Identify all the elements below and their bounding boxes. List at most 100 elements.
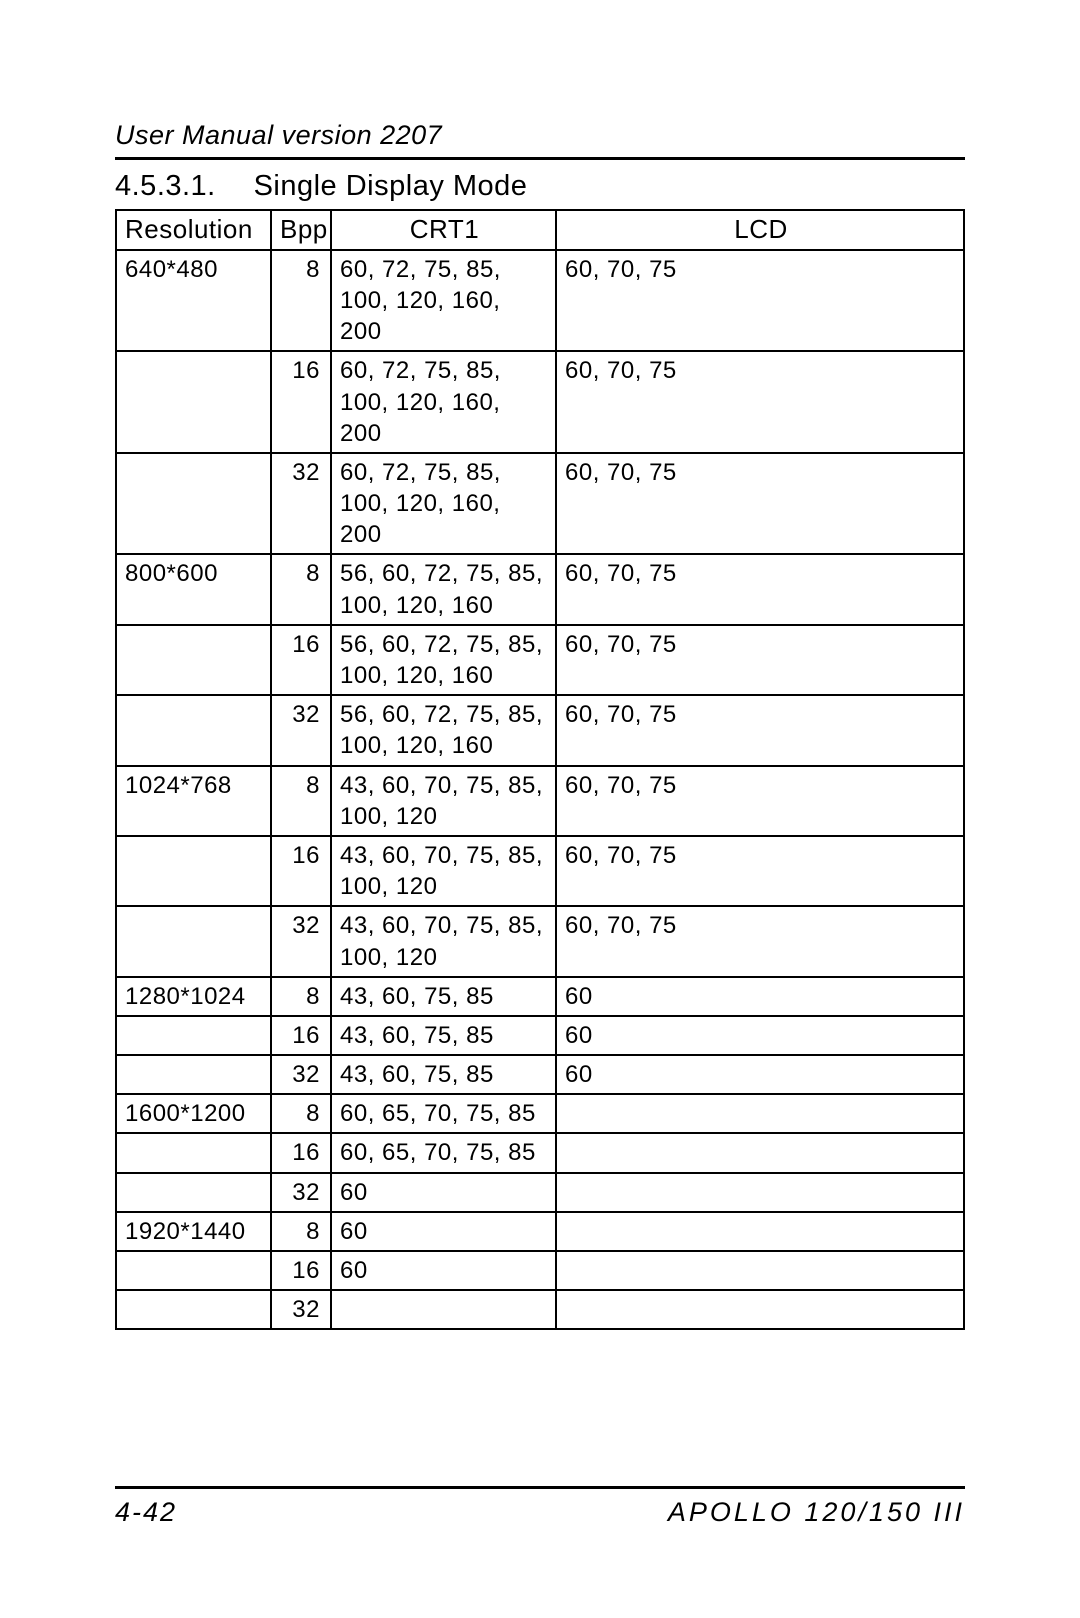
cell-resolution — [116, 625, 271, 695]
cell-bpp: 8 — [271, 250, 331, 352]
cell-lcd — [556, 1133, 964, 1172]
cell-bpp: 32 — [271, 1290, 331, 1329]
cell-lcd: 60, 70, 75 — [556, 906, 964, 976]
table-row: 1280*1024843, 60, 75, 8560 — [116, 977, 964, 1016]
cell-crt1: 60, 72, 75, 85, 100, 120, 160, 200 — [331, 250, 556, 352]
cell-crt1 — [331, 1290, 556, 1329]
cell-resolution — [116, 453, 271, 555]
cell-resolution — [116, 695, 271, 765]
table-row: 32 — [116, 1290, 964, 1329]
section-name: Single Display Mode — [254, 170, 528, 202]
table-row: 1643, 60, 75, 8560 — [116, 1016, 964, 1055]
table-row: 1660, 65, 70, 75, 85 — [116, 1133, 964, 1172]
cell-bpp: 8 — [271, 766, 331, 836]
table-header-row: Resolution Bpp CRT1 LCD — [116, 210, 964, 250]
cell-resolution — [116, 1055, 271, 1094]
table-row: 640*480860, 72, 75, 85, 100, 120, 160, 2… — [116, 250, 964, 352]
cell-resolution: 640*480 — [116, 250, 271, 352]
cell-lcd: 60 — [556, 1016, 964, 1055]
cell-lcd: 60, 70, 75 — [556, 836, 964, 906]
cell-bpp: 8 — [271, 1094, 331, 1133]
cell-lcd: 60 — [556, 1055, 964, 1094]
cell-crt1: 60 — [331, 1212, 556, 1251]
section-number: 4.5.3.1. — [115, 170, 245, 203]
cell-resolution: 1920*1440 — [116, 1212, 271, 1251]
col-lcd: LCD — [556, 210, 964, 250]
page-header: User Manual version 2207 — [115, 120, 965, 160]
cell-resolution — [116, 1133, 271, 1172]
cell-resolution — [116, 1173, 271, 1212]
cell-resolution: 1280*1024 — [116, 977, 271, 1016]
cell-bpp: 16 — [271, 1251, 331, 1290]
cell-crt1: 60, 65, 70, 75, 85 — [331, 1094, 556, 1133]
cell-lcd — [556, 1251, 964, 1290]
cell-resolution — [116, 351, 271, 453]
cell-bpp: 16 — [271, 1016, 331, 1055]
cell-crt1: 60 — [331, 1251, 556, 1290]
cell-lcd — [556, 1173, 964, 1212]
table-row: 1660, 72, 75, 85, 100, 120, 160, 20060, … — [116, 351, 964, 453]
cell-bpp: 32 — [271, 453, 331, 555]
table-row: 3243, 60, 75, 8560 — [116, 1055, 964, 1094]
cell-crt1: 43, 60, 70, 75, 85, 100, 120 — [331, 836, 556, 906]
cell-lcd — [556, 1212, 964, 1251]
cell-resolution: 1024*768 — [116, 766, 271, 836]
table-row: 1660 — [116, 1251, 964, 1290]
cell-resolution: 800*600 — [116, 554, 271, 624]
table-row: 1656, 60, 72, 75, 85, 100, 120, 16060, 7… — [116, 625, 964, 695]
cell-bpp: 16 — [271, 1133, 331, 1172]
table-row: 1920*1440860 — [116, 1212, 964, 1251]
cell-crt1: 43, 60, 70, 75, 85, 100, 120 — [331, 766, 556, 836]
cell-resolution: 1600*1200 — [116, 1094, 271, 1133]
cell-crt1: 43, 60, 75, 85 — [331, 1055, 556, 1094]
table-row: 3260 — [116, 1173, 964, 1212]
col-bpp: Bpp — [271, 210, 331, 250]
cell-bpp: 32 — [271, 695, 331, 765]
cell-resolution — [116, 1251, 271, 1290]
cell-bpp: 16 — [271, 836, 331, 906]
cell-bpp: 32 — [271, 906, 331, 976]
cell-crt1: 56, 60, 72, 75, 85, 100, 120, 160 — [331, 695, 556, 765]
cell-crt1: 43, 60, 70, 75, 85, 100, 120 — [331, 906, 556, 976]
cell-lcd: 60, 70, 75 — [556, 766, 964, 836]
table-row: 1643, 60, 70, 75, 85, 100, 12060, 70, 75 — [116, 836, 964, 906]
cell-crt1: 56, 60, 72, 75, 85, 100, 120, 160 — [331, 625, 556, 695]
col-resolution: Resolution — [116, 210, 271, 250]
cell-lcd: 60, 70, 75 — [556, 351, 964, 453]
cell-lcd: 60 — [556, 977, 964, 1016]
cell-crt1: 43, 60, 75, 85 — [331, 1016, 556, 1055]
display-mode-table: Resolution Bpp CRT1 LCD 640*480860, 72, … — [115, 209, 965, 1330]
footer-page-number: 4-42 — [115, 1497, 177, 1528]
cell-bpp: 16 — [271, 351, 331, 453]
cell-bpp: 8 — [271, 554, 331, 624]
cell-crt1: 56, 60, 72, 75, 85, 100, 120, 160 — [331, 554, 556, 624]
page-footer: 4-42 APOLLO 120/150 III — [115, 1486, 965, 1528]
cell-lcd — [556, 1290, 964, 1329]
cell-resolution — [116, 836, 271, 906]
cell-lcd: 60, 70, 75 — [556, 250, 964, 352]
cell-bpp: 8 — [271, 977, 331, 1016]
cell-lcd: 60, 70, 75 — [556, 453, 964, 555]
cell-bpp: 32 — [271, 1173, 331, 1212]
cell-resolution — [116, 906, 271, 976]
table-row: 3243, 60, 70, 75, 85, 100, 12060, 70, 75 — [116, 906, 964, 976]
cell-bpp: 16 — [271, 625, 331, 695]
cell-crt1: 60, 72, 75, 85, 100, 120, 160, 200 — [331, 351, 556, 453]
footer-product: APOLLO 120/150 III — [668, 1497, 965, 1528]
col-crt1: CRT1 — [331, 210, 556, 250]
cell-bpp: 32 — [271, 1055, 331, 1094]
section-title: 4.5.3.1. Single Display Mode — [115, 170, 965, 203]
table-row: 1024*768843, 60, 70, 75, 85, 100, 12060,… — [116, 766, 964, 836]
cell-lcd — [556, 1094, 964, 1133]
cell-crt1: 60, 65, 70, 75, 85 — [331, 1133, 556, 1172]
table-row: 1600*1200860, 65, 70, 75, 85 — [116, 1094, 964, 1133]
table-row: 3256, 60, 72, 75, 85, 100, 120, 16060, 7… — [116, 695, 964, 765]
cell-resolution — [116, 1016, 271, 1055]
cell-lcd: 60, 70, 75 — [556, 625, 964, 695]
cell-resolution — [116, 1290, 271, 1329]
cell-crt1: 60 — [331, 1173, 556, 1212]
cell-lcd: 60, 70, 75 — [556, 695, 964, 765]
table-row: 3260, 72, 75, 85, 100, 120, 160, 20060, … — [116, 453, 964, 555]
cell-bpp: 8 — [271, 1212, 331, 1251]
table-row: 800*600856, 60, 72, 75, 85, 100, 120, 16… — [116, 554, 964, 624]
